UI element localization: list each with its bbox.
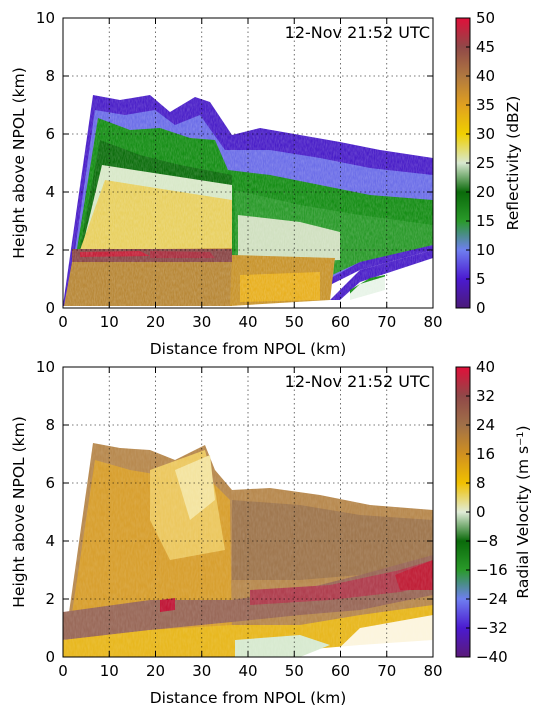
reflectivity-y-tick-label: 0 — [45, 299, 55, 317]
velocity-colorbar-tick-label: 16 — [476, 445, 495, 463]
velocity-y-tick-label: 6 — [45, 474, 55, 492]
reflectivity-colorbar-tick-label: 45 — [476, 38, 495, 56]
velocity-x-tick-label: 0 — [58, 662, 68, 680]
velocity-colorbar-tick-label: −16 — [476, 561, 508, 579]
reflectivity-colorbar-tick-label: 40 — [476, 67, 495, 85]
velocity-axis-ticks: 0 10 20 30 40 50 60 70 80 0 2 4 6 8 10 — [36, 358, 443, 680]
velocity-x-tick-label: 80 — [423, 662, 442, 680]
velocity-colorbar-tick-label: 40 — [476, 358, 495, 376]
reflectivity-colorbar-tick-label: 50 — [476, 9, 495, 27]
velocity-x-tick-label: 50 — [285, 662, 304, 680]
velocity-colorbar-tick-label: −24 — [476, 590, 508, 608]
reflectivity-x-tick-label: 80 — [423, 313, 442, 331]
reflectivity-colorbar-label: Reflectivity (dBZ) — [504, 96, 522, 231]
velocity-y-tick-label: 10 — [36, 358, 55, 376]
velocity-colorbar-tick-label: 32 — [476, 387, 495, 405]
reflectivity-x-tick-label: 0 — [58, 313, 68, 331]
velocity-colorbar-tick-label: −40 — [476, 648, 508, 666]
reflectivity-x-tick-label: 20 — [146, 313, 165, 331]
reflectivity-x-tick-label: 10 — [100, 313, 119, 331]
reflectivity-x-tick-label: 50 — [285, 313, 304, 331]
velocity-x-tick-label: 20 — [146, 662, 165, 680]
reflectivity-y-tick-label: 4 — [45, 183, 55, 201]
reflectivity-y-axis-label: Height above NPOL (km) — [10, 67, 28, 259]
reflectivity-colorbar-tick-label: 10 — [476, 241, 495, 259]
velocity-x-axis-label: Distance from NPOL (km) — [150, 689, 347, 707]
velocity-colorbar: −40 −32 −24 −16 −8 0 8 16 24 32 40 — [455, 358, 508, 666]
reflectivity-x-tick-label: 40 — [238, 313, 257, 331]
velocity-colorbar-tick-label: −8 — [476, 532, 498, 550]
reflectivity-colorbar-tick-label: 35 — [476, 96, 495, 114]
reflectivity-x-tick-label: 70 — [377, 313, 396, 331]
velocity-y-tick-label: 4 — [45, 532, 55, 550]
reflectivity-colorbar-tick-label: 15 — [476, 212, 495, 230]
velocity-y-tick-label: 8 — [45, 416, 55, 434]
velocity-y-tick-label: 2 — [45, 590, 55, 608]
reflectivity-axis-ticks: 0 10 20 30 40 50 60 70 80 0 2 4 6 8 10 — [36, 9, 443, 331]
velocity-y-axis-label: Height above NPOL (km) — [10, 416, 28, 608]
velocity-colorbar-tick-label: 8 — [476, 474, 486, 492]
velocity-colorbar-tick-label: 24 — [476, 416, 495, 434]
reflectivity-colorbar-tick-label: 5 — [476, 270, 486, 288]
velocity-x-tick-label: 40 — [238, 662, 257, 680]
reflectivity-x-tick-label: 30 — [192, 313, 211, 331]
reflectivity-colorbar-tick-label: 20 — [476, 183, 495, 201]
velocity-x-tick-label: 30 — [192, 662, 211, 680]
reflectivity-y-tick-label: 8 — [45, 67, 55, 85]
velocity-y-tick-label: 0 — [45, 648, 55, 666]
reflectivity-grid — [63, 18, 433, 308]
velocity-field — [63, 367, 433, 657]
velocity-annotation: 12-Nov 21:52 UTC — [285, 372, 430, 391]
reflectivity-colorbar: 0 5 10 15 20 25 30 35 40 45 50 — [455, 9, 495, 317]
velocity-x-tick-label: 10 — [100, 662, 119, 680]
reflectivity-annotation: 12-Nov 21:52 UTC — [285, 23, 430, 42]
reflectivity-colorbar-tick-label: 25 — [476, 154, 495, 172]
velocity-grid — [63, 367, 433, 657]
velocity-colorbar-tick-label: −32 — [476, 619, 508, 637]
reflectivity-colorbar-tick-label: 30 — [476, 125, 495, 143]
reflectivity-y-tick-label: 6 — [45, 125, 55, 143]
reflectivity-y-tick-label: 10 — [36, 9, 55, 27]
velocity-colorbar-tick-label: 0 — [476, 503, 486, 521]
reflectivity-x-axis-label: Distance from NPOL (km) — [150, 340, 347, 358]
velocity-colorbar-label: Radial Velocity (m s⁻¹) — [514, 425, 532, 598]
velocity-x-tick-label: 70 — [377, 662, 396, 680]
reflectivity-y-tick-label: 2 — [45, 241, 55, 259]
velocity-x-tick-label: 60 — [331, 662, 350, 680]
reflectivity-x-tick-label: 60 — [331, 313, 350, 331]
reflectivity-colorbar-tick-label: 0 — [476, 299, 486, 317]
